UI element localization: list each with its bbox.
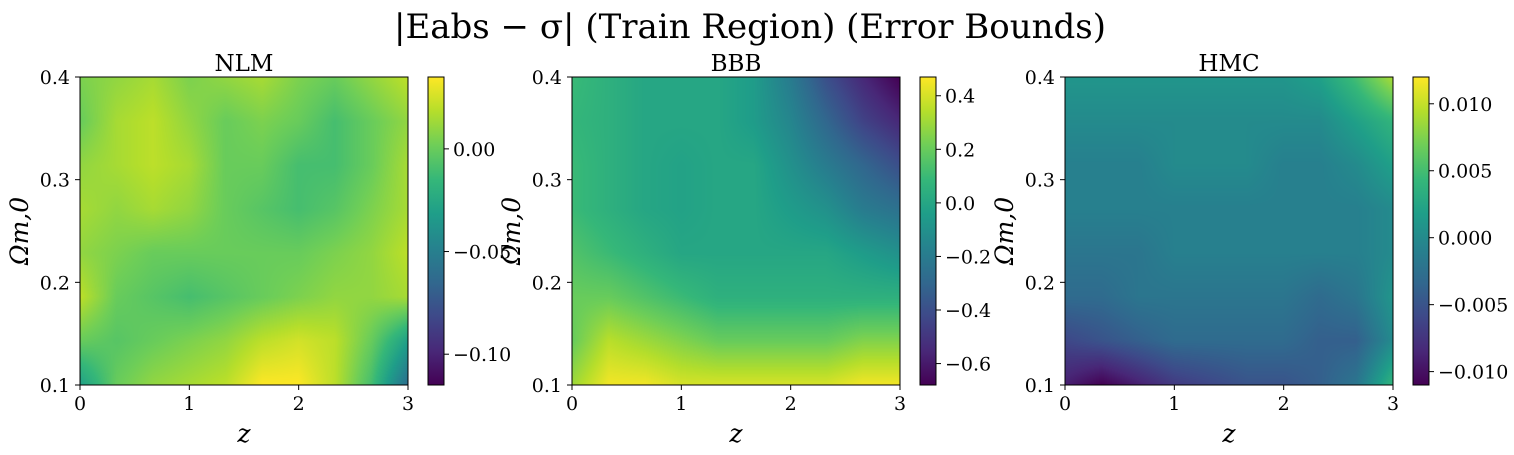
axes-frame bbox=[79, 76, 409, 386]
colorbar-tick-label: −0.10 bbox=[453, 344, 511, 366]
x-tick-label: 1 bbox=[1168, 393, 1180, 415]
colorbar bbox=[919, 76, 937, 386]
x-tick-label: 2 bbox=[1278, 393, 1290, 415]
figure-title: |Eabs − σ| (Train Region) (Error Bounds) bbox=[394, 7, 1106, 47]
heatmap-image bbox=[572, 77, 900, 385]
x-axis-label: z bbox=[236, 419, 251, 448]
y-tick-label: 0.3 bbox=[1025, 170, 1055, 192]
x-tick-label: 1 bbox=[183, 393, 195, 415]
y-tick-label: 0.4 bbox=[1025, 67, 1055, 89]
y-tick-label: 0.1 bbox=[40, 375, 70, 397]
colorbar bbox=[1412, 76, 1430, 386]
y-axis-label: Ωm,0 bbox=[5, 197, 34, 266]
x-tick-label: 2 bbox=[785, 393, 797, 415]
colorbar bbox=[427, 76, 445, 386]
colorbar-tick-label: −0.005 bbox=[1438, 295, 1508, 317]
y-tick-label: 0.2 bbox=[40, 272, 70, 294]
x-axis-label: z bbox=[728, 419, 743, 448]
panel-title: BBB bbox=[711, 51, 762, 77]
y-axis-label: Ωm,0 bbox=[990, 197, 1019, 266]
colorbar-tick-label: 0.00 bbox=[453, 139, 495, 161]
y-tick-label: 0.2 bbox=[1025, 272, 1055, 294]
y-tick-label: 0.2 bbox=[532, 272, 562, 294]
heatmap-image bbox=[1065, 77, 1393, 385]
colorbar-tick-label: −0.05 bbox=[453, 242, 511, 264]
colorbar-tick-label: −0.6 bbox=[945, 354, 991, 376]
colorbar-tick-label: 0.005 bbox=[1438, 161, 1492, 183]
y-tick-label: 0.3 bbox=[40, 170, 70, 192]
x-tick-label: 2 bbox=[293, 393, 305, 415]
axes-frame bbox=[1064, 76, 1394, 386]
colorbar-tick-label: 0.4 bbox=[945, 86, 975, 108]
x-axis-label: z bbox=[1221, 419, 1236, 448]
colorbar-tick-label: −0.010 bbox=[1438, 362, 1508, 384]
x-tick-label: 0 bbox=[1059, 393, 1071, 415]
y-tick-label: 0.1 bbox=[1025, 375, 1055, 397]
panel-title: NLM bbox=[215, 51, 274, 77]
colorbar-tick-label: 0.000 bbox=[1438, 228, 1492, 250]
x-tick-label: 0 bbox=[566, 393, 578, 415]
y-tick-label: 0.4 bbox=[532, 67, 562, 89]
colorbar-tick-label: −0.2 bbox=[945, 246, 991, 268]
panel-nlm: NLM 0 1 2 3 0.1 0.2 0.3 0.4 z Ωm,0 −0.10 −0.05 0.00 bbox=[5, 51, 511, 448]
colorbar-tick-label: 0.010 bbox=[1438, 94, 1492, 116]
panel-hmc: HMC 0 1 2 3 0.1 0.2 0.3 0.4 z Ωm,0 −0.010 −0.005 0.00… bbox=[990, 51, 1508, 448]
x-tick-label: 3 bbox=[402, 393, 414, 415]
y-tick-label: 0.3 bbox=[532, 170, 562, 192]
colorbar-tick-label: 0.0 bbox=[945, 193, 975, 215]
x-tick-label: 3 bbox=[1387, 393, 1399, 415]
panel-title: HMC bbox=[1198, 51, 1259, 77]
x-tick-label: 3 bbox=[894, 393, 906, 415]
y-tick-label: 0.1 bbox=[532, 375, 562, 397]
axes-frame bbox=[571, 76, 901, 386]
x-tick-label: 0 bbox=[74, 393, 86, 415]
colorbar-tick-label: 0.2 bbox=[945, 139, 975, 161]
panel-bbb: BBB 0 1 2 3 0.1 0.2 0.3 0.4 z Ωm,0 −0.6 −0.4 −0.2 0.0 0… bbox=[497, 51, 991, 448]
y-axis-label: Ωm,0 bbox=[497, 197, 526, 266]
heatmap-image bbox=[80, 77, 408, 385]
y-tick-label: 0.4 bbox=[40, 67, 70, 89]
colorbar-tick-label: −0.4 bbox=[945, 300, 991, 322]
x-tick-label: 1 bbox=[675, 393, 687, 415]
